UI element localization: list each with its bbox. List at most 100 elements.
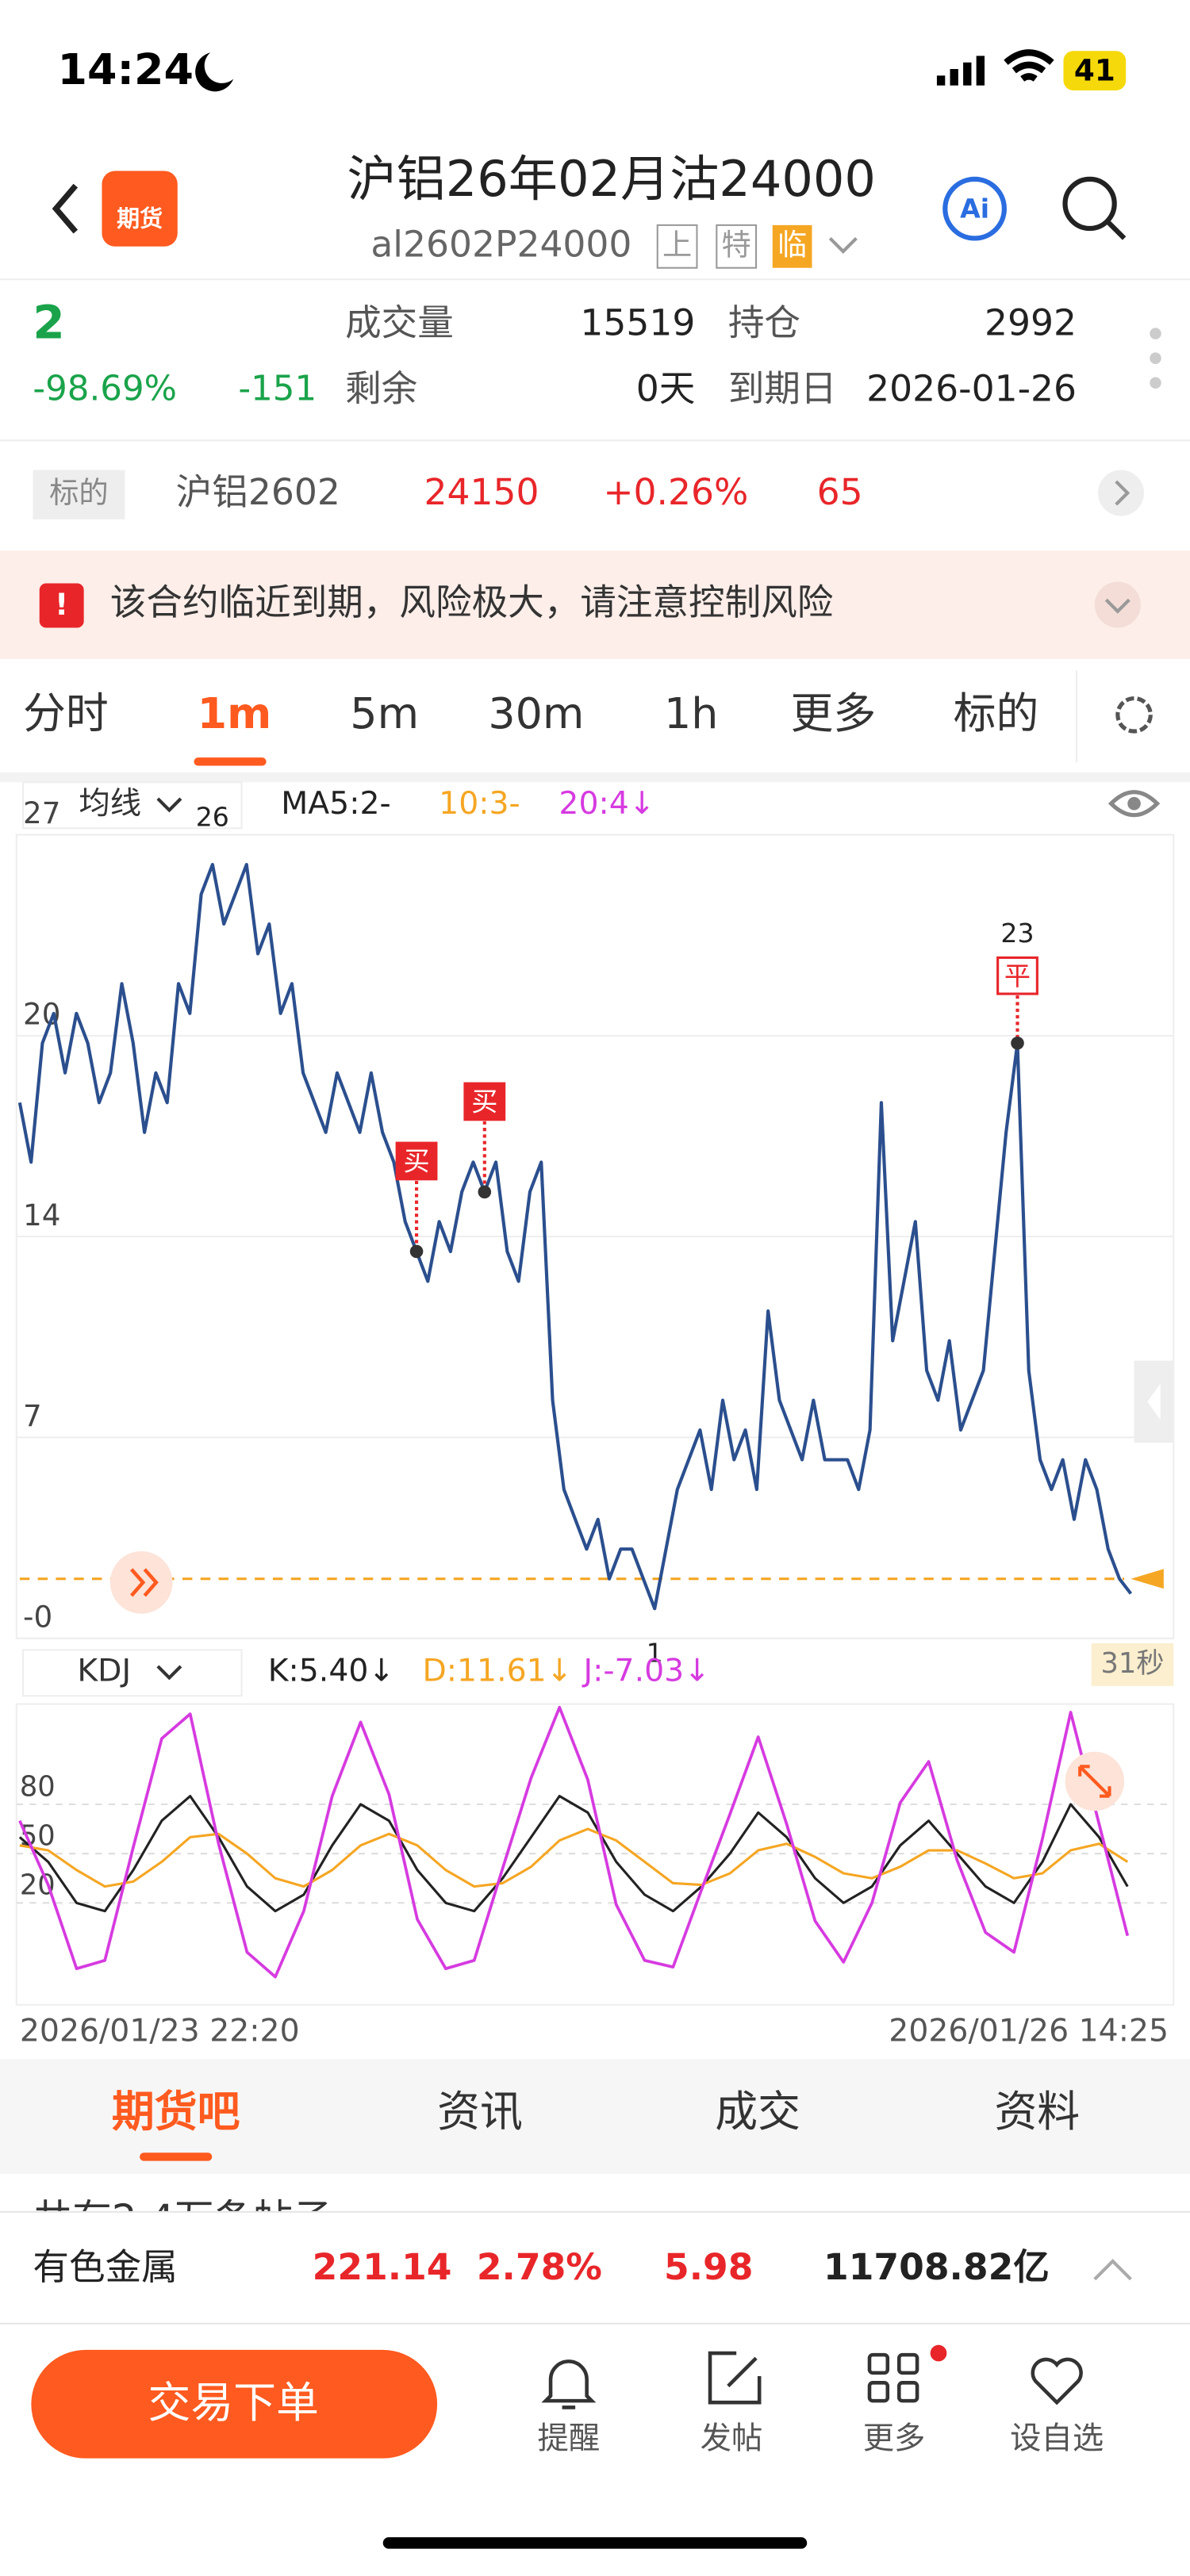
tag: 临 xyxy=(777,227,807,262)
section-tab[interactable]: 成交 xyxy=(715,2087,800,2137)
period-tab[interactable]: 5m xyxy=(350,688,419,738)
x-start-label: 2026/01/23 22:20 xyxy=(20,2013,300,2049)
fullscreen-icon xyxy=(1078,1765,1111,1798)
nav-label[interactable]: 提醒 xyxy=(537,2420,600,2456)
underlying-arrow[interactable] xyxy=(1097,470,1144,516)
post-icon[interactable] xyxy=(708,2351,762,2405)
tag-box xyxy=(716,224,758,269)
label: 到期日 xyxy=(728,368,837,410)
ai-icon: Ai xyxy=(960,194,989,224)
chevron xyxy=(1093,2259,1132,2281)
last-price: 2 xyxy=(33,295,64,349)
section-tab[interactable]: 资讯 xyxy=(437,2087,523,2137)
line-series xyxy=(18,1705,1130,1979)
annotation: 26 xyxy=(196,802,229,833)
sector-price: 221.14 xyxy=(313,2246,452,2288)
home-indicator xyxy=(382,2537,808,2549)
favorite-icon[interactable] xyxy=(1031,2357,1083,2405)
period-tab-active[interactable]: 1m xyxy=(198,688,272,738)
logo-text: 期货 xyxy=(117,205,163,232)
section-tab-active[interactable]: 期货吧 xyxy=(112,2087,240,2137)
x-end-label: 2026/01/26 14:25 xyxy=(889,2013,1169,2049)
kdj-selector-text: KDJ xyxy=(77,1653,131,1689)
warning-toggle[interactable] xyxy=(1094,581,1141,628)
signal-dot xyxy=(1011,1036,1024,1050)
chevron xyxy=(156,797,182,813)
y-tick-label: 7 xyxy=(23,1398,42,1433)
label: 剩余 xyxy=(345,368,417,410)
tab-underline xyxy=(194,757,267,766)
line-series xyxy=(17,862,1133,1611)
eye-icon[interactable] xyxy=(1107,790,1161,818)
ma-selector-text: 均线 xyxy=(79,785,141,822)
warning-icon-mark: ! xyxy=(55,587,68,622)
line-series xyxy=(19,1827,1129,1888)
warning-icon xyxy=(39,583,84,628)
more-icon[interactable] xyxy=(867,2352,919,2403)
chevron xyxy=(156,1665,182,1681)
contract-code: al2602P24000 xyxy=(370,223,631,265)
more-dots[interactable] xyxy=(1150,328,1161,389)
moon-icon xyxy=(195,52,234,92)
period-tab[interactable]: 标的 xyxy=(954,688,1039,738)
signal-icon xyxy=(936,56,985,86)
underlying-name: 沪铝2602 xyxy=(176,471,340,513)
nav-label[interactable]: 设自选 xyxy=(1010,2420,1104,2456)
status-time: 14:24 xyxy=(58,44,194,94)
back-button[interactable] xyxy=(52,183,79,234)
sector-bar[interactable] xyxy=(0,2211,1190,2324)
dropdown-icon[interactable] xyxy=(828,236,858,254)
y-tick-label: -0 xyxy=(23,1599,52,1634)
battery-level: 41 xyxy=(1074,53,1115,88)
ai-button[interactable] xyxy=(942,176,1007,241)
sector-pct: 2.78% xyxy=(477,2246,602,2288)
annotation: 23 xyxy=(1000,918,1034,949)
nav-label[interactable]: 发帖 xyxy=(701,2420,763,2456)
timer-box xyxy=(1091,1643,1174,1686)
wifi-icon xyxy=(1004,49,1054,82)
underlying-price: 24150 xyxy=(424,471,539,513)
expiry: 2026-01-26 xyxy=(866,368,1077,410)
label: 成交量 xyxy=(345,302,454,344)
signal-label: 买 xyxy=(471,1086,497,1117)
ma-selector[interactable] xyxy=(21,781,243,830)
kdj-legend-item: J:-7.03↓ xyxy=(581,1653,710,1689)
section-tab[interactable]: 资料 xyxy=(994,2087,1080,2137)
logo xyxy=(102,171,178,247)
signal-box xyxy=(395,1141,438,1181)
expand-icon xyxy=(130,1568,159,1597)
search-button[interactable] xyxy=(1062,176,1117,232)
y-tick-label: 20 xyxy=(20,1869,56,1902)
timer: 31秒 xyxy=(1100,1647,1164,1680)
tag: 上 xyxy=(662,227,692,262)
ma-legend-item: 20:4↓ xyxy=(559,785,654,822)
kdj-legend-item: D:11.61↓ xyxy=(422,1653,572,1689)
period-tab[interactable]: 30m xyxy=(488,688,584,738)
period-tab[interactable]: 更多 xyxy=(791,688,877,738)
volume: 15519 xyxy=(580,302,695,344)
y-tick-label: 14 xyxy=(23,1198,60,1232)
bell-icon[interactable] xyxy=(541,2359,597,2409)
tag-box xyxy=(656,224,698,269)
period-tab[interactable]: 1h xyxy=(664,688,718,738)
underlying-label: 标的 xyxy=(49,475,109,510)
battery xyxy=(1063,51,1127,90)
underlying-pct: +0.26% xyxy=(603,471,748,513)
title: 沪铝26年02月沽24000 xyxy=(347,150,876,208)
signal-label: 买 xyxy=(403,1146,429,1177)
period-tab[interactable]: 分时 xyxy=(23,688,109,738)
signal-dot xyxy=(409,1244,424,1259)
nav-label[interactable]: 更多 xyxy=(863,2420,926,2456)
sector-change: 5.98 xyxy=(664,2246,753,2288)
settings-button[interactable] xyxy=(1115,696,1153,734)
sector-amount: 11708.82亿 xyxy=(823,2246,1050,2288)
side-handle-arrow xyxy=(1147,1383,1161,1420)
kdj-selector[interactable] xyxy=(21,1649,243,1697)
trade-button[interactable] xyxy=(31,2349,438,2459)
chevron xyxy=(1115,480,1130,506)
remaining: 0天 xyxy=(636,368,696,410)
